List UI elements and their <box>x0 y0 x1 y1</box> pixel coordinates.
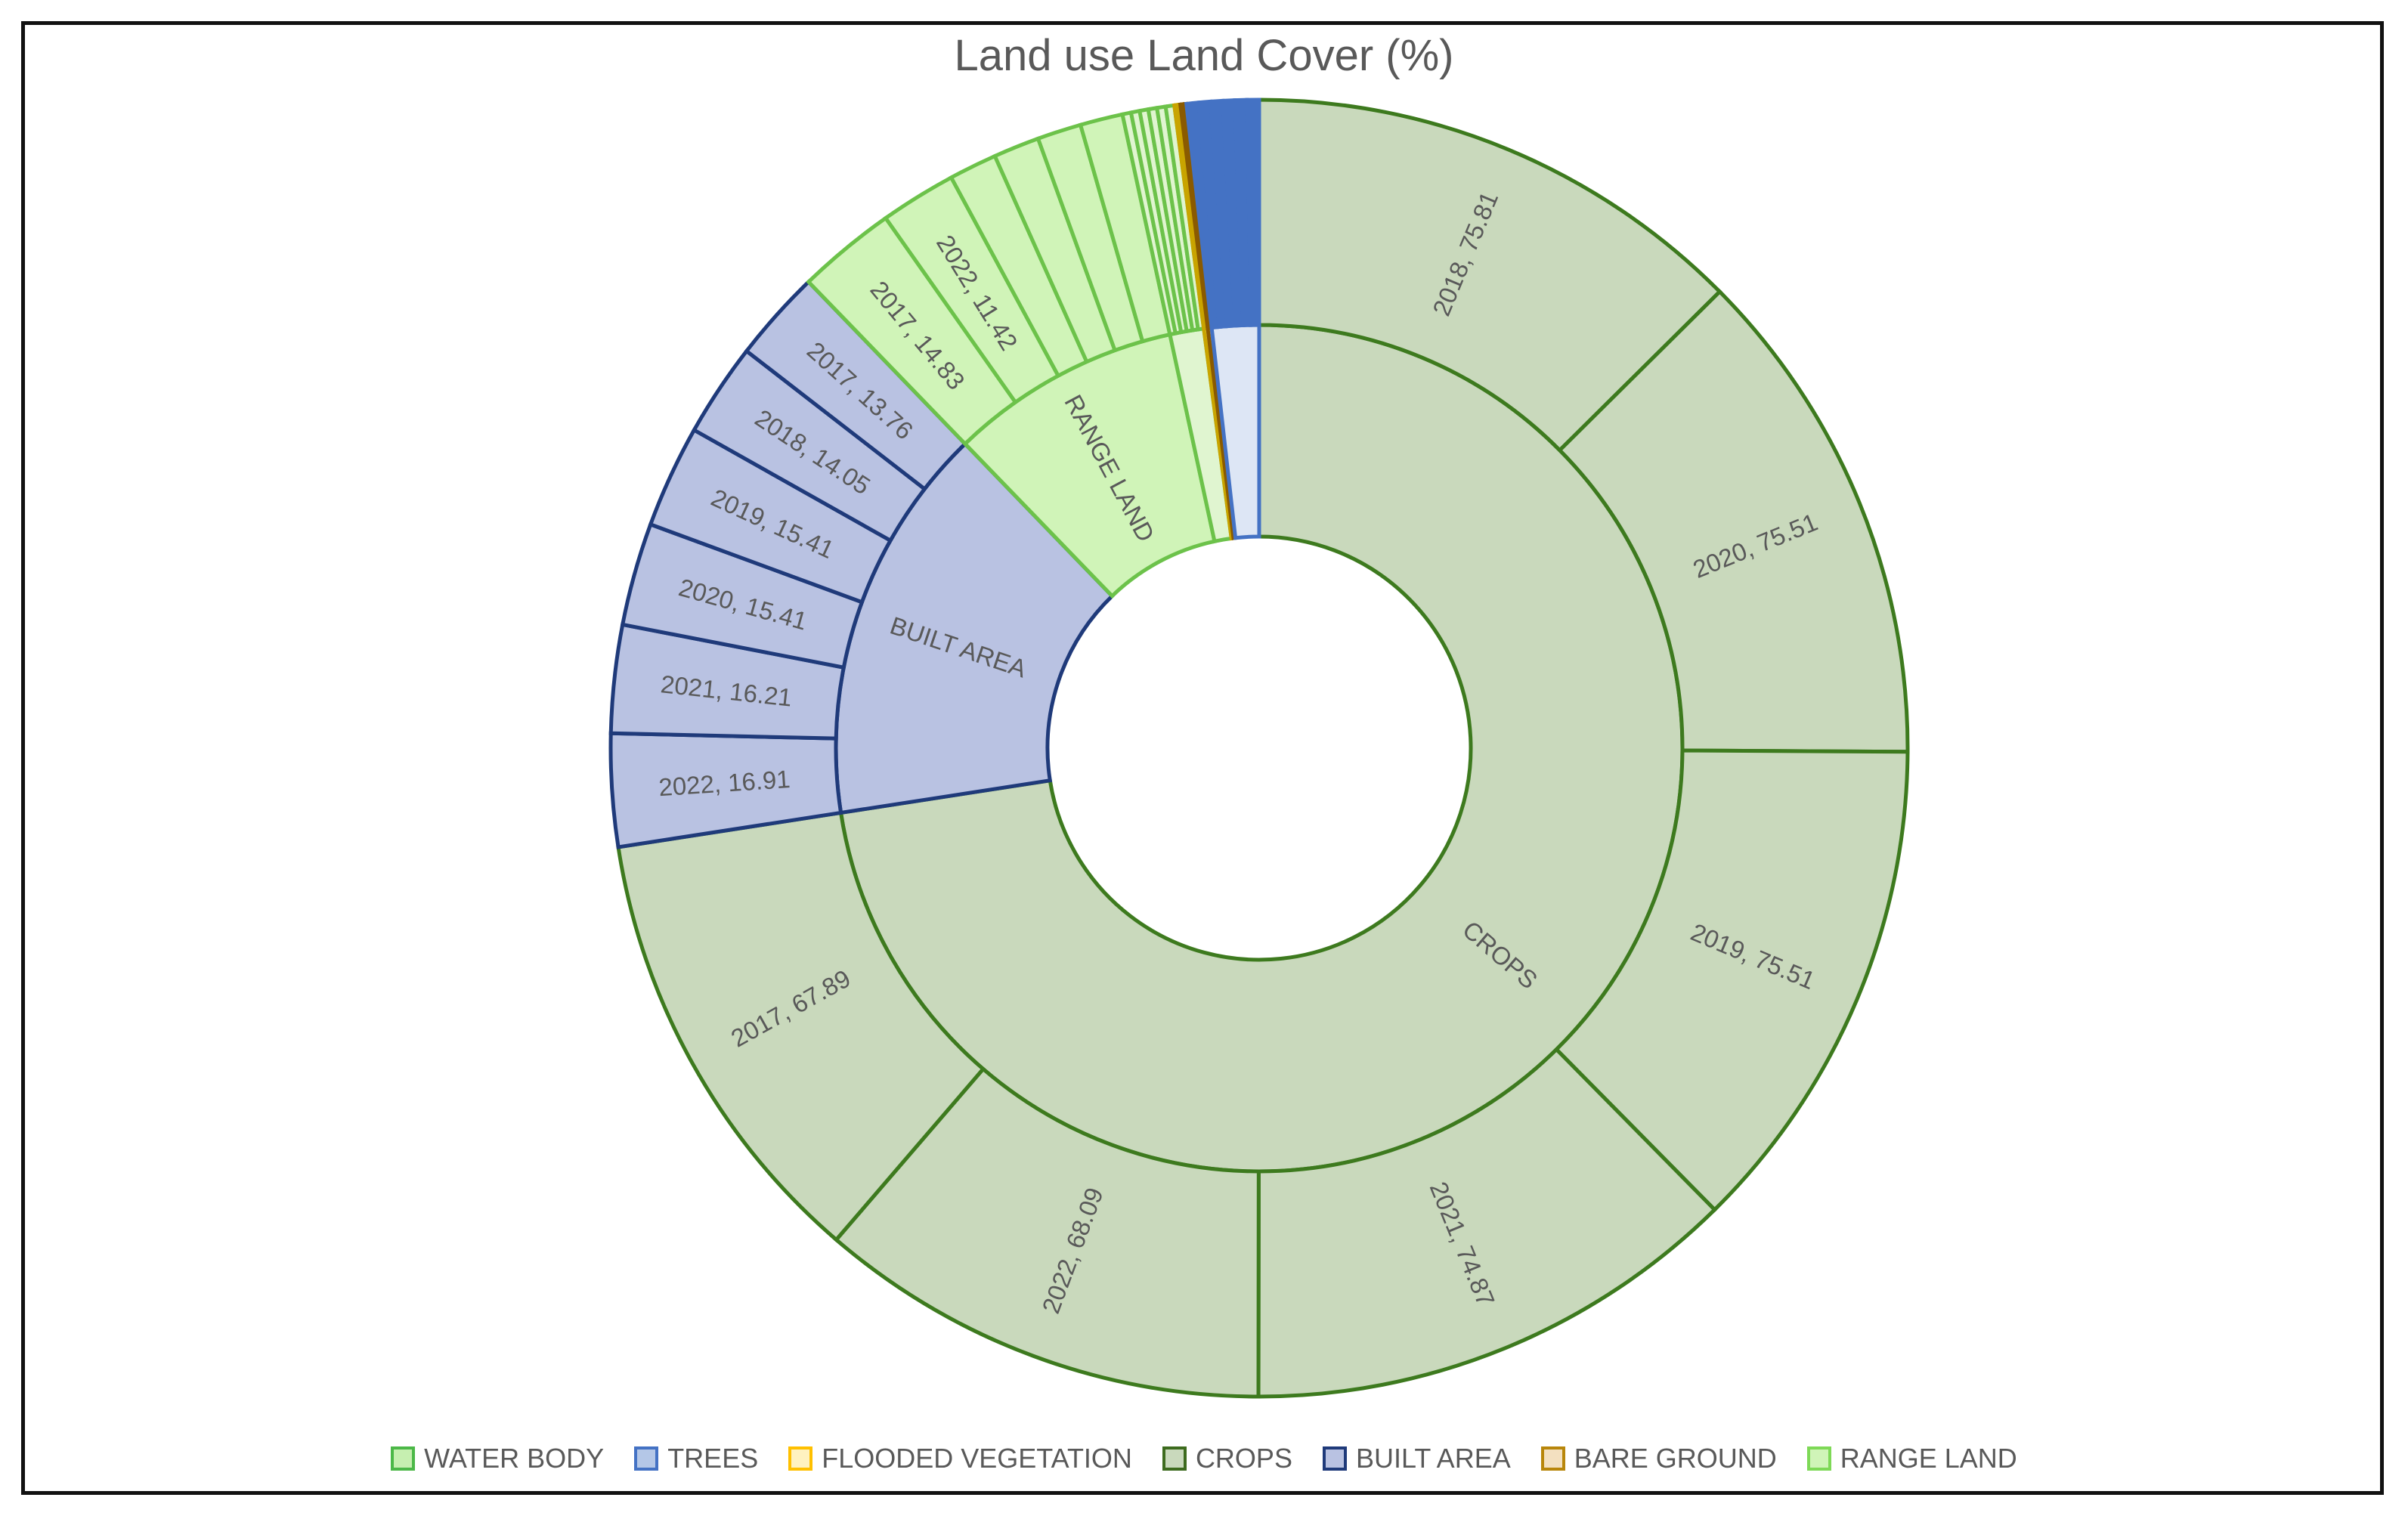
legend-item-flooded-vegetation: FLOODED VEGETATION <box>788 1443 1132 1474</box>
legend-item-range-land: RANGE LAND <box>1806 1443 2017 1474</box>
legend-swatch-crops <box>1162 1446 1187 1471</box>
legend-item-water-body: WATER BODY <box>391 1443 604 1474</box>
outer-ring-crops-2018 <box>1257 97 1722 453</box>
chart-title: Land use Land Cover (%) <box>954 31 1454 80</box>
legend-swatch-bare-ground <box>1540 1446 1565 1471</box>
legend-item-bare-ground: BARE GROUND <box>1540 1443 1777 1474</box>
outer-ring-crops-2021 <box>1256 1047 1718 1399</box>
legend-label-crops: CROPS <box>1195 1443 1292 1474</box>
legend-label-water-body: WATER BODY <box>424 1443 605 1474</box>
legend-item-trees: TREES <box>634 1443 758 1474</box>
legend-label-range-land: RANGE LAND <box>1840 1443 2017 1474</box>
legend-swatch-built-area <box>1322 1446 1347 1471</box>
legend-item-crops: CROPS <box>1162 1443 1292 1474</box>
outer-ring-crops-2019 <box>1553 748 1910 1213</box>
legend-label-trees: TREES <box>667 1443 759 1474</box>
legend: WATER BODY TREES FLOODED VEGETATION CROPS BU… <box>0 1436 2408 1481</box>
outer-ring-crops-2020 <box>1557 289 1910 754</box>
outer-ring-trees-segment-6 <box>1245 97 1261 327</box>
legend-item-built-area: BUILT AREA <box>1322 1443 1511 1474</box>
legend-label-built-area: BUILT AREA <box>1355 1443 1511 1474</box>
legend-swatch-flooded-vegetation <box>788 1446 813 1471</box>
legend-swatch-water-body <box>391 1446 416 1471</box>
legend-swatch-trees <box>634 1446 659 1471</box>
legend-label-bare-ground: BARE GROUND <box>1574 1443 1777 1474</box>
legend-swatch-range-land <box>1806 1446 1831 1471</box>
legend-label-flooded-vegetation: FLOODED VEGETATION <box>822 1443 1132 1474</box>
